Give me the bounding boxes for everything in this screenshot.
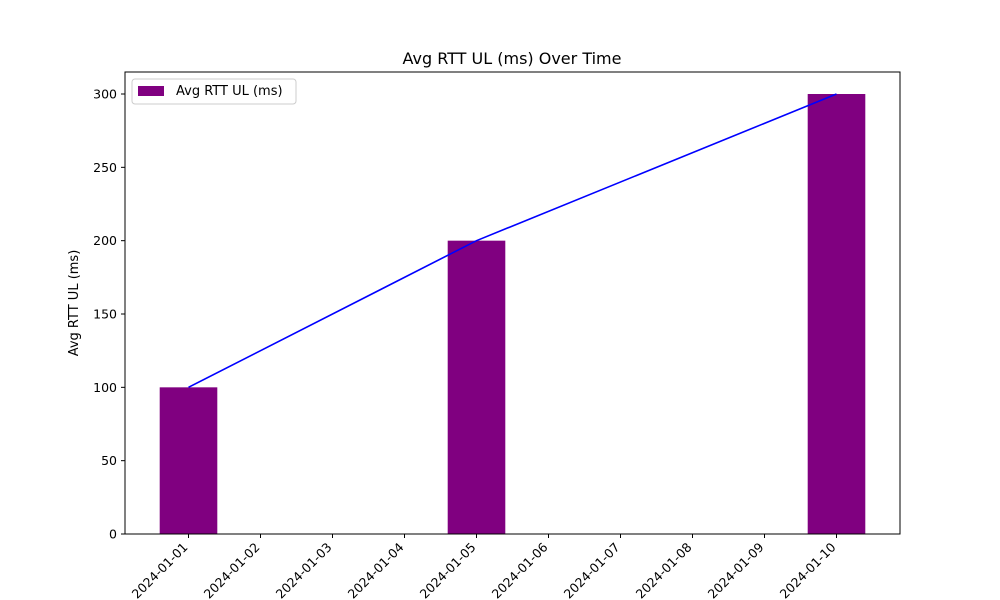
- x-tick-label: 2024-01-04: [345, 539, 407, 600]
- line-layer: [188, 93, 837, 389]
- x-tick-label: 2024-01-06: [489, 539, 551, 600]
- x-tick-label: 2024-01-01: [129, 540, 191, 600]
- bar: [807, 94, 866, 534]
- bar: [159, 387, 218, 534]
- y-tick-label: 200: [93, 233, 117, 248]
- series-line: [188, 93, 837, 389]
- legend-swatch: [138, 86, 164, 96]
- y-axis-label: Avg RTT UL (ms): [67, 250, 82, 357]
- x-tick-label: 2024-01-09: [705, 539, 767, 600]
- plot-frame: [124, 71, 901, 535]
- y-tick-label: 300: [93, 87, 117, 102]
- x-tick-label: 2024-01-07: [561, 540, 623, 600]
- chart-title: Avg RTT UL (ms) Over Time: [403, 49, 622, 68]
- y-axis: 0 50 100 150 200 250 300: [93, 87, 125, 542]
- x-tick-label: 2024-01-02: [201, 540, 263, 600]
- y-tick-label: 100: [93, 380, 117, 395]
- y-tick-label: 150: [93, 307, 117, 322]
- bar: [447, 240, 506, 534]
- y-tick-label: 250: [93, 160, 117, 175]
- x-tick-label: 2024-01-10: [777, 539, 839, 600]
- bars-layer: [159, 94, 866, 534]
- y-tick-label: 0: [109, 527, 117, 542]
- legend-box: [131, 78, 297, 105]
- x-axis: 2024-01-01 2024-01-02 2024-01-03 2024-01-04…: [129, 534, 839, 600]
- x-tick-label: 2024-01-08: [633, 539, 695, 600]
- x-tick-label: 2024-01-05: [417, 540, 479, 600]
- legend-label: Avg RTT UL (ms): [176, 84, 283, 99]
- legend: Avg RTT UL (ms): [131, 78, 297, 105]
- x-tick-label: 2024-01-03: [273, 540, 335, 600]
- y-tick-label: 50: [101, 453, 117, 468]
